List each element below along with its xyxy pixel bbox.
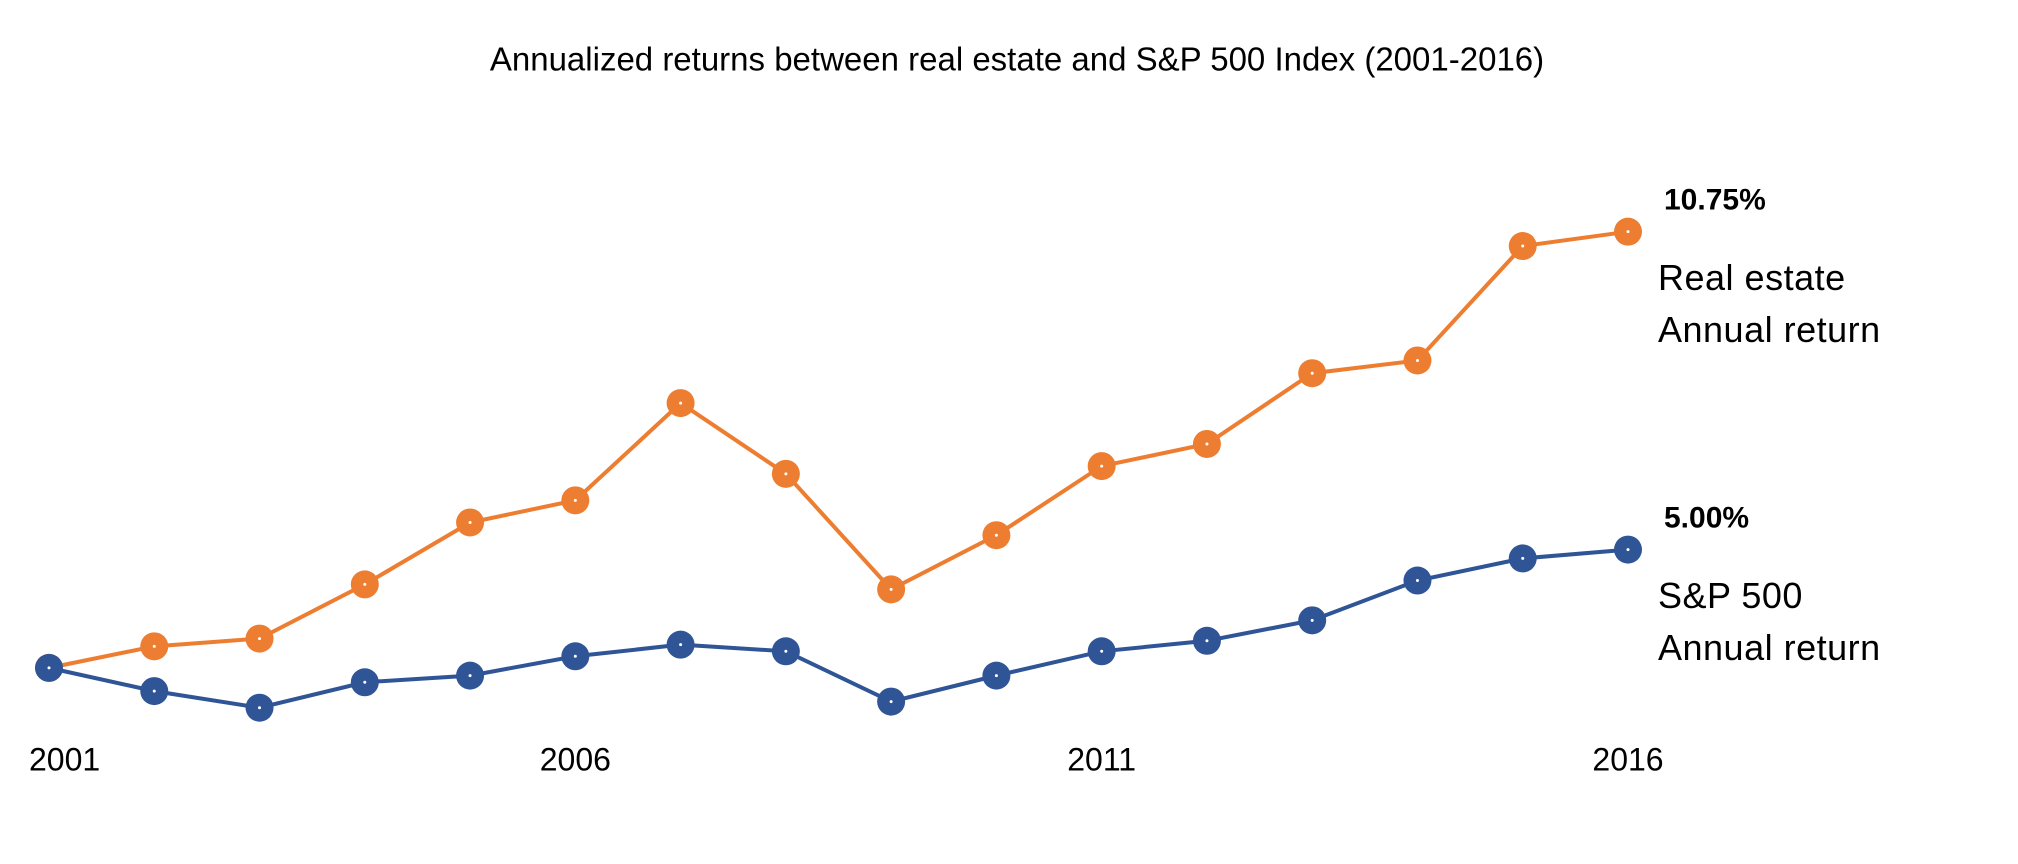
point-center [889, 587, 893, 591]
point-center [1205, 442, 1209, 446]
value-label: 10.75% [1664, 184, 1766, 217]
point-center [1310, 371, 1314, 375]
x-tick-label: 2011 [1067, 741, 1136, 777]
point-center [363, 680, 367, 684]
point-center [889, 700, 893, 704]
point-center [784, 649, 788, 653]
point-center [573, 654, 577, 658]
point-center [1521, 556, 1525, 560]
series-line [48, 547, 1629, 710]
point-center [679, 401, 683, 405]
series-line [48, 229, 1629, 670]
point-center [47, 666, 51, 670]
x-tick-label: 2016 [1592, 741, 1663, 777]
point-center [1626, 548, 1630, 552]
point-center [1415, 579, 1419, 583]
point-center [1100, 649, 1104, 653]
point-center [994, 533, 998, 537]
x-tick-label: 2001 [29, 741, 100, 777]
x-tick-label: 2006 [540, 741, 611, 777]
point-center [363, 582, 367, 586]
point-center [679, 643, 683, 647]
point-center [573, 498, 577, 502]
point-center [258, 706, 262, 710]
point-center [258, 637, 262, 641]
point-center [994, 674, 998, 678]
chart-title: Annualized returns between real estate a… [490, 41, 1544, 78]
point-center [468, 674, 472, 678]
series-label: Real estate Annual return [1658, 256, 1881, 350]
point-center [468, 520, 472, 524]
point-center [1310, 618, 1314, 622]
point-center [1626, 230, 1630, 234]
point-center [784, 472, 788, 476]
point-center [1521, 244, 1525, 248]
point-center [152, 689, 156, 693]
value-label: 5.00% [1664, 501, 1749, 534]
point-center [1415, 358, 1419, 362]
series-label: S&P 500 Annual return [1658, 574, 1881, 668]
point-center [152, 644, 156, 648]
point-center [1100, 464, 1104, 468]
point-center [1205, 639, 1209, 643]
